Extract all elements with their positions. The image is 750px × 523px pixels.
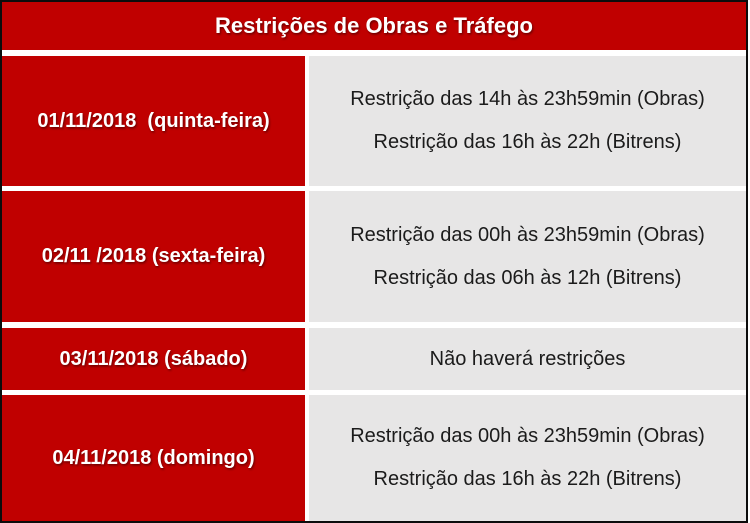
date-cell-row1: 01/11/2018 (quinta-feira) <box>2 56 305 186</box>
restriction-line-obras: Restrição das 00h às 23h59min (Obras) <box>350 425 705 447</box>
restriction-line-obras: Restrição das 14h às 23h59min (Obras) <box>350 88 705 110</box>
date-cell-row4: 04/11/2018 (domingo) <box>2 395 305 521</box>
restriction-line-bitrens: Restrição das 06h às 12h (Bitrens) <box>373 266 682 289</box>
restrictions-cell-row4: Restrição das 00h às 23h59min (Obras) Re… <box>309 395 746 521</box>
table-title: Restrições de Obras e Tráfego <box>2 2 746 50</box>
date-cell-row2: 02/11 /2018 (sexta-feira) <box>2 191 305 322</box>
restrictions-cell-row3: Não haverá restrições <box>309 328 746 390</box>
restrictions-cell-row1: Restrição das 14h às 23h59min (Obras) Re… <box>309 56 746 186</box>
restriction-line-bitrens: Restrição das 16h às 22h (Bitrens) <box>373 131 682 153</box>
restriction-line-none: Não haverá restrições <box>429 347 626 370</box>
restriction-line-bitrens: Restrição das 16h às 22h (Bitrens) <box>373 468 682 490</box>
date-cell-row3: 03/11/2018 (sábado) <box>2 328 305 390</box>
restrictions-cell-row2: Restrição das 00h às 23h59min (Obras) Re… <box>309 191 746 322</box>
restriction-line-obras: Restrição das 00h às 23h59min (Obras) <box>350 223 705 246</box>
